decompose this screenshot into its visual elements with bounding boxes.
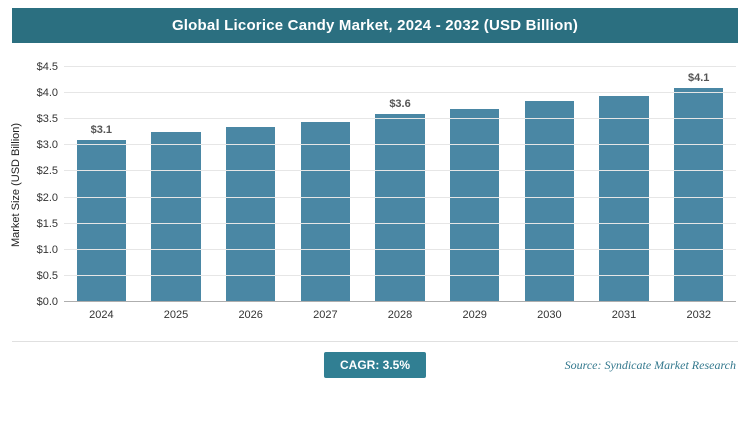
gridline (64, 248, 736, 250)
y-axis-title: Market Size (USD Billion) (10, 122, 22, 247)
bar-value-label: $3.6 (389, 98, 411, 110)
bar-series: $3.1 $3.6 $4.1 (64, 67, 736, 302)
source-attribution: Source: Syndicate Market Research (564, 358, 736, 372)
x-axis-line (64, 301, 736, 302)
bar-group (512, 67, 587, 302)
cagr-badge: CAGR: 3.5% (323, 352, 427, 378)
y-tick-label: $1.0 (36, 243, 58, 256)
y-tick-label: $3.0 (36, 139, 58, 152)
chart-title: Global Licorice Candy Market, 2024 - 203… (171, 17, 579, 34)
bar-group (288, 67, 363, 302)
y-tick-label: $2.0 (36, 191, 58, 204)
bar-group: $4.1 (661, 67, 736, 302)
y-tick-label: $3.5 (36, 113, 58, 126)
bar (300, 121, 350, 302)
bar-value-label: $3.1 (90, 124, 113, 137)
y-tick-label: $1.5 (36, 217, 58, 230)
bar (375, 114, 425, 302)
y-tick-label: $0.5 (36, 269, 58, 282)
y-tick-label: $0.0 (36, 296, 58, 308)
bar (226, 127, 276, 302)
gridline (64, 196, 736, 198)
x-tick-label: 2030 (537, 309, 562, 321)
gridline (64, 66, 736, 67)
x-tick-label: 2029 (462, 309, 487, 321)
gridline (64, 92, 736, 94)
gridline (64, 118, 736, 120)
bar-value-label: $4.1 (688, 71, 710, 84)
bar-group (437, 67, 512, 302)
gridline (64, 170, 736, 172)
x-tick-label: 2025 (163, 309, 189, 321)
bar (450, 108, 500, 302)
plot-area: $3.1 $3.6 $4.1 (64, 66, 736, 302)
chart-title-banner: Global Licorice Candy Market, 2024 - 203… (12, 8, 738, 43)
bar-group: $3.6 (363, 67, 438, 302)
bar-group (139, 67, 214, 302)
bar-group (587, 67, 662, 302)
bar (674, 87, 724, 302)
x-tick-label: 2032 (686, 309, 711, 321)
bar (151, 132, 201, 302)
gridline (64, 222, 736, 224)
x-axis-tick-labels: 2024 2025 2026 2027 2028 2029 2030 2031 2032 (64, 302, 736, 321)
y-axis-title-container: Market Size (USD Billion) (6, 67, 26, 302)
y-tick-label: $4.5 (36, 61, 58, 73)
chart-page: Global Licorice Candy Market, 2024 - 203… (0, 8, 750, 425)
x-tick-label: 2031 (611, 309, 637, 321)
y-tick-label: $2.5 (36, 165, 58, 178)
x-tick-label: 2028 (387, 309, 413, 321)
gridline (64, 274, 736, 276)
bar (524, 100, 574, 302)
bar-group: $3.1 (64, 67, 139, 302)
x-tick-label: 2024 (89, 309, 114, 321)
chart-area: Market Size (USD Billion) $0.0 $0.5 $1.0 $1… (6, 61, 736, 308)
bar (599, 95, 649, 302)
chart-footer: CAGR: 3.5% Source: Syndicate Market Rese… (12, 341, 738, 398)
y-tick-label: $4.0 (36, 87, 58, 100)
bar-group (213, 67, 288, 302)
x-tick-label: 2027 (313, 309, 338, 321)
gridline (64, 144, 736, 146)
x-tick-label: 2026 (238, 309, 263, 321)
bar (76, 140, 126, 302)
y-axis-tick-labels: $0.0 $0.5 $1.0 $1.5 $2.0 $2.5 $3.0 $3.5 $4.0 $4.5 (26, 61, 64, 308)
